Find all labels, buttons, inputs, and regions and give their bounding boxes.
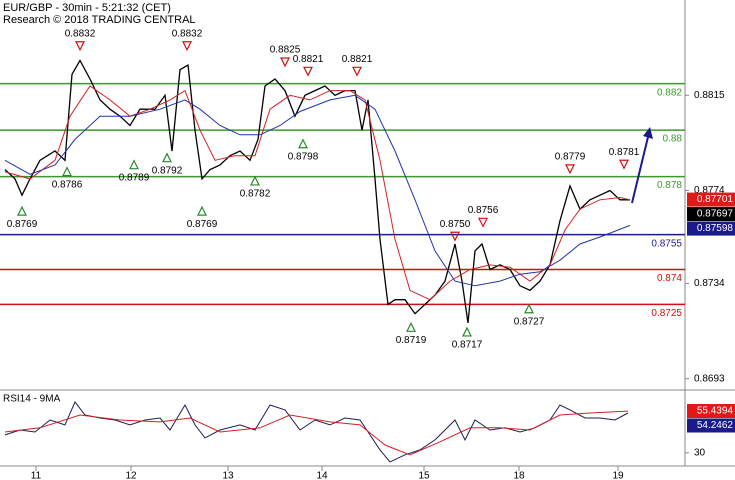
series-line: [4, 401, 629, 463]
last-value-box: [687, 192, 735, 207]
series-line: [4, 94, 631, 287]
level-label: 0.8725: [651, 308, 682, 319]
last-value-label: 0.87697: [697, 209, 734, 220]
annotation-label: 0.8781: [609, 147, 640, 158]
forecast-arrowhead: [643, 127, 653, 139]
last-value-box: [687, 418, 735, 433]
low-marker: [62, 166, 72, 177]
high-marker: [619, 159, 629, 170]
annotation-label: 0.8782: [240, 189, 271, 200]
high-marker: [75, 41, 85, 52]
high-marker: [478, 217, 488, 228]
level-label: 0.882: [657, 87, 682, 98]
low-marker: [406, 321, 416, 332]
annotation-label: 0.8786: [52, 179, 83, 190]
annotation-label: 0.8821: [342, 54, 373, 65]
annotation-label: 0.8832: [172, 28, 203, 39]
series-line: [4, 410, 629, 456]
x-tick-label: 15: [418, 471, 430, 480]
y-tick-label: 0.8734: [694, 278, 725, 289]
last-value-box: [687, 221, 735, 236]
annotation-label: 0.8825: [270, 45, 301, 56]
low-marker: [462, 326, 472, 337]
annotation-label: 0.8750: [440, 219, 471, 230]
series-line: [4, 85, 631, 301]
low-marker: [298, 138, 308, 149]
last-value-label: 0.87701: [697, 194, 734, 205]
x-tick-label: 18: [513, 471, 525, 480]
last-value-label: 0.87598: [697, 223, 734, 234]
x-tick-label: 19: [612, 471, 624, 480]
annotation-label: 0.8719: [396, 335, 427, 346]
level-label: 0.8755: [651, 238, 682, 249]
plot-layer: 0.8815 0.8774 0.8734 0.8693 0.882 0.88 0.878 0.…: [0, 28, 735, 480]
x-tick-label: 12: [125, 471, 137, 480]
last-value-label: 55.4394: [697, 406, 734, 417]
last-value-label: 54.2462: [697, 420, 734, 431]
y-tick-label: 0.8693: [694, 373, 725, 384]
annotation-label: 0.8769: [7, 219, 38, 230]
y-tick-label: 0.8815: [694, 90, 725, 101]
level-label: 0.88: [663, 134, 683, 145]
x-tick-label: 14: [316, 471, 328, 480]
indicator-title: RSI14 - 9MA: [3, 394, 61, 405]
annotation-label: 0.8798: [288, 151, 319, 162]
high-marker: [450, 231, 460, 242]
annotation-label: 0.8821: [293, 54, 324, 65]
low-marker: [197, 205, 207, 216]
forecast-arrow: [631, 136, 649, 204]
high-marker: [280, 57, 290, 68]
annotation-label: 0.8727: [514, 316, 545, 327]
level-label: 0.874: [657, 273, 682, 284]
annotation-label: 0.8779: [555, 152, 586, 163]
x-tick-label: 13: [222, 471, 234, 480]
last-value-box: [687, 207, 735, 222]
y-tick-label: 0.8774: [694, 185, 725, 196]
high-marker: [565, 164, 575, 175]
high-marker: [303, 66, 313, 77]
low-marker: [129, 159, 139, 170]
annotation-label: 0.8789: [119, 172, 150, 183]
annotation-label: 0.8756: [468, 205, 499, 216]
series-line: [4, 59, 630, 323]
low-marker: [524, 303, 534, 314]
chart-title: EUR/GBP - 30min - 5:21:32 (CET): [3, 2, 171, 14]
annotation-label: 0.8832: [65, 28, 96, 39]
low-marker: [162, 152, 172, 163]
x-tick-label: 11: [31, 471, 42, 480]
low-marker: [17, 205, 27, 216]
last-value-box: [687, 404, 735, 419]
high-marker: [352, 66, 362, 77]
annotation-label: 0.8769: [187, 219, 218, 230]
chart-subtitle: Research © 2018 TRADING CENTRAL: [3, 14, 196, 26]
level-label: 0.878: [657, 180, 682, 191]
y-tick-label: 30: [694, 447, 706, 458]
low-marker: [250, 175, 260, 186]
annotation-label: 0.8717: [452, 340, 483, 351]
annotation-label: 0.8792: [152, 165, 183, 176]
high-marker: [182, 41, 192, 52]
